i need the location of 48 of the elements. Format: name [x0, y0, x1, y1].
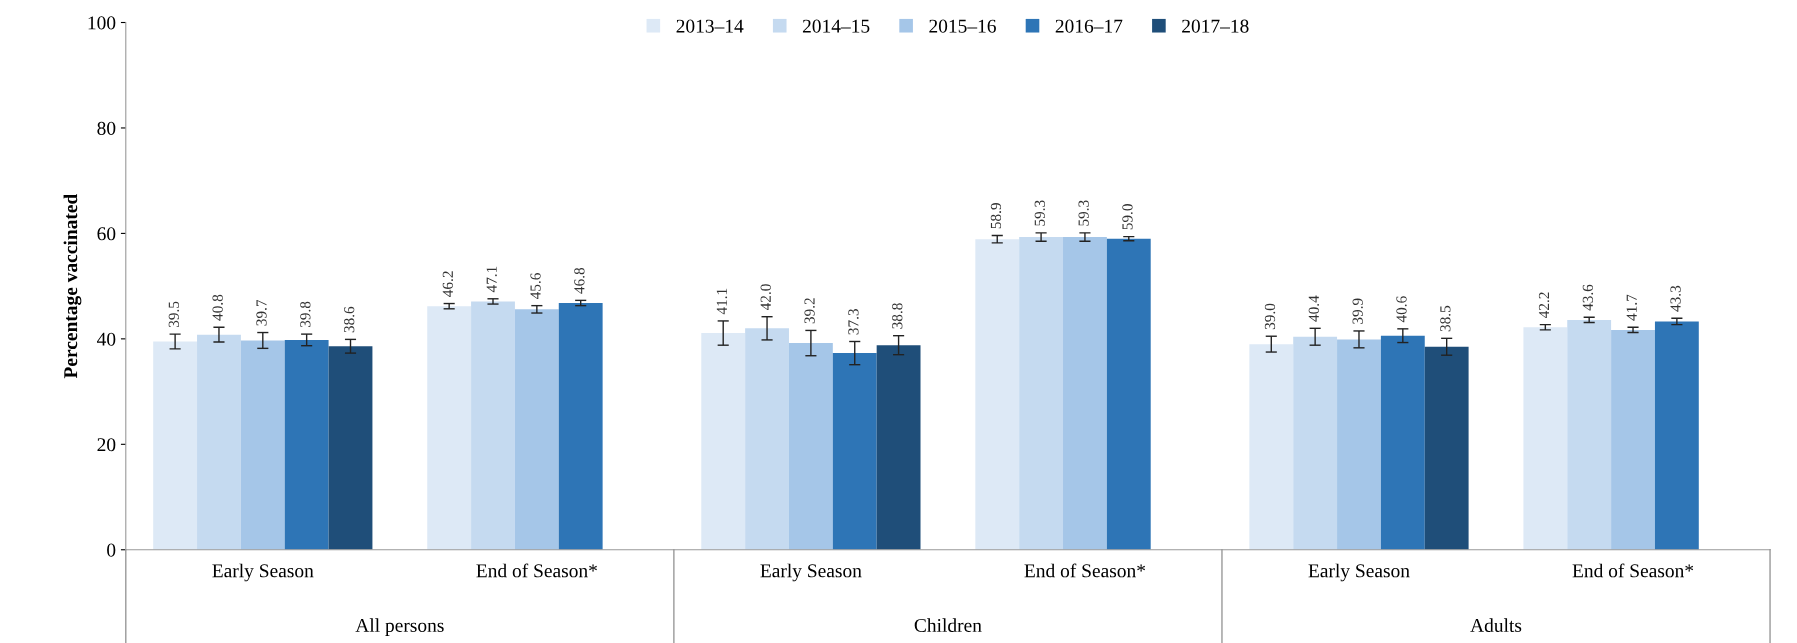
data-label: 59.3	[1034, 200, 1045, 226]
data-label: 37.3	[848, 309, 859, 335]
data-label: 59.3	[1078, 200, 1089, 226]
text: Children	[914, 618, 982, 632]
data-label: 46.2	[442, 271, 454, 297]
legend-label: 2017–18	[1182, 19, 1249, 33]
data-label: 39.9	[1352, 298, 1363, 324]
data-label: 38.5	[1440, 305, 1451, 332]
x-tick-label: End of Season*	[1572, 563, 1694, 578]
data-label: 45.6	[530, 273, 541, 300]
data-label: 39.8	[300, 301, 311, 328]
data-label: 39.7	[256, 299, 267, 326]
data-label: 38.8	[892, 303, 903, 329]
data-label: 43.3	[1670, 285, 1681, 312]
x-tick-label: End of Season*	[476, 563, 597, 578]
y-axis-title: Percentage vaccinated	[63, 193, 82, 379]
x-tick-label: Early Season	[1308, 563, 1410, 582]
data-label: 59.0	[1122, 204, 1133, 230]
data-label: 40.8	[212, 294, 223, 321]
x-tick-label: Early Season	[212, 563, 314, 582]
x-tick-label: End of Season*	[1024, 563, 1146, 578]
legend-label: 2016–17	[1055, 19, 1123, 33]
data-label: 39.0	[1264, 303, 1276, 330]
legend-label: 2014–15	[802, 19, 870, 33]
data-label: 40.6	[1396, 296, 1407, 323]
x-tick-label: Early Season	[760, 563, 862, 582]
y-tick-label: 20	[97, 438, 116, 452]
data-label: 41.1	[716, 288, 728, 315]
y-tick-label: 100	[88, 16, 116, 30]
data-label: 42.0	[760, 284, 771, 311]
y-tick-label: 80	[97, 121, 116, 135]
y-tick-label: 0	[107, 543, 116, 557]
data-label: 58.9	[990, 203, 1002, 229]
text: Adults	[1470, 618, 1522, 632]
data-label: 42.2	[1538, 292, 1550, 318]
y-tick-label: 60	[97, 227, 116, 241]
data-label: 43.6	[1582, 284, 1594, 311]
data-label: 46.8	[574, 267, 585, 294]
y-tick-label: 40	[97, 332, 116, 346]
data-label: 39.2	[804, 298, 815, 324]
legend-label: 2015–16	[929, 19, 996, 33]
legend-label: 2013–14	[676, 19, 744, 33]
data-label: 40.4	[1308, 295, 1320, 322]
data-label: 38.6	[344, 306, 355, 333]
data-label: 47.1	[486, 266, 497, 293]
data-label: 39.5	[168, 301, 180, 328]
data-label: 41.7	[1626, 294, 1637, 321]
text: All persons	[355, 618, 444, 636]
